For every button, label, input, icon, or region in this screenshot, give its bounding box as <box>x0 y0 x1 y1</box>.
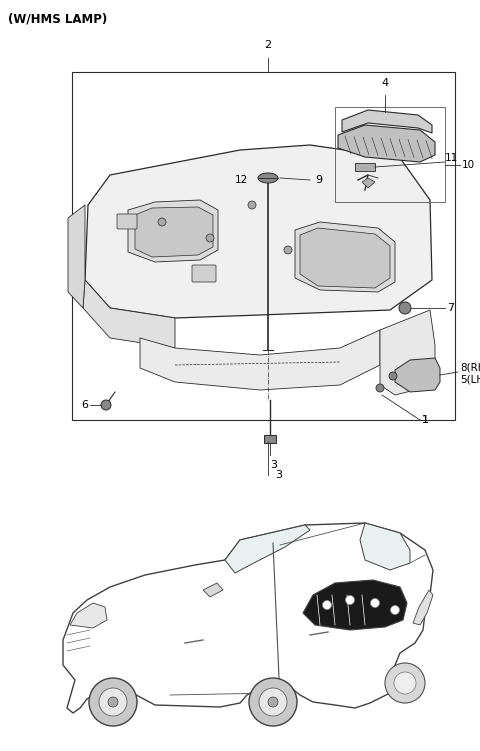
FancyBboxPatch shape <box>192 265 216 282</box>
Polygon shape <box>85 145 432 318</box>
Circle shape <box>385 663 425 703</box>
Polygon shape <box>300 228 390 288</box>
Ellipse shape <box>258 173 278 183</box>
Polygon shape <box>140 330 380 390</box>
Text: 7: 7 <box>447 303 454 313</box>
Bar <box>264 435 276 443</box>
Bar <box>355 163 375 171</box>
Polygon shape <box>380 310 435 395</box>
Polygon shape <box>128 200 218 262</box>
Text: (W/HMS LAMP): (W/HMS LAMP) <box>8 12 107 25</box>
Circle shape <box>394 672 416 694</box>
Text: 3: 3 <box>270 460 277 470</box>
Circle shape <box>284 246 292 254</box>
Circle shape <box>259 688 287 716</box>
Polygon shape <box>83 280 175 348</box>
Circle shape <box>158 218 166 226</box>
Text: 12: 12 <box>235 175 248 185</box>
Text: 1: 1 <box>422 415 429 425</box>
Polygon shape <box>70 603 107 628</box>
Bar <box>72 72 455 420</box>
Polygon shape <box>295 222 395 292</box>
Polygon shape <box>68 205 85 308</box>
Bar <box>335 107 445 202</box>
Polygon shape <box>395 358 440 392</box>
Text: 2: 2 <box>264 40 272 50</box>
Polygon shape <box>135 207 213 257</box>
Polygon shape <box>362 178 375 188</box>
Polygon shape <box>360 523 410 570</box>
Polygon shape <box>413 590 433 625</box>
Polygon shape <box>303 580 407 630</box>
FancyBboxPatch shape <box>117 214 137 229</box>
Circle shape <box>99 688 127 716</box>
Circle shape <box>101 400 111 410</box>
Circle shape <box>108 697 118 707</box>
Circle shape <box>248 201 256 209</box>
Circle shape <box>371 599 380 608</box>
Text: 9: 9 <box>315 175 322 185</box>
Text: 6: 6 <box>81 400 88 410</box>
Text: 5(LH): 5(LH) <box>460 375 480 385</box>
Text: 1: 1 <box>422 415 429 425</box>
Circle shape <box>346 596 355 605</box>
Circle shape <box>249 678 297 726</box>
Text: 8(RH): 8(RH) <box>460 362 480 372</box>
Text: 4: 4 <box>382 78 389 88</box>
Circle shape <box>323 601 332 610</box>
Circle shape <box>391 605 399 614</box>
Circle shape <box>206 234 214 242</box>
Text: 10: 10 <box>462 160 475 170</box>
Text: 3: 3 <box>275 470 282 480</box>
Polygon shape <box>63 523 433 713</box>
Circle shape <box>376 384 384 392</box>
Text: 11: 11 <box>445 153 458 163</box>
Polygon shape <box>342 110 432 133</box>
Circle shape <box>399 302 411 314</box>
Polygon shape <box>203 583 223 597</box>
Polygon shape <box>338 125 435 162</box>
Circle shape <box>268 697 278 707</box>
Circle shape <box>389 372 397 380</box>
Circle shape <box>89 678 137 726</box>
Polygon shape <box>225 525 310 573</box>
